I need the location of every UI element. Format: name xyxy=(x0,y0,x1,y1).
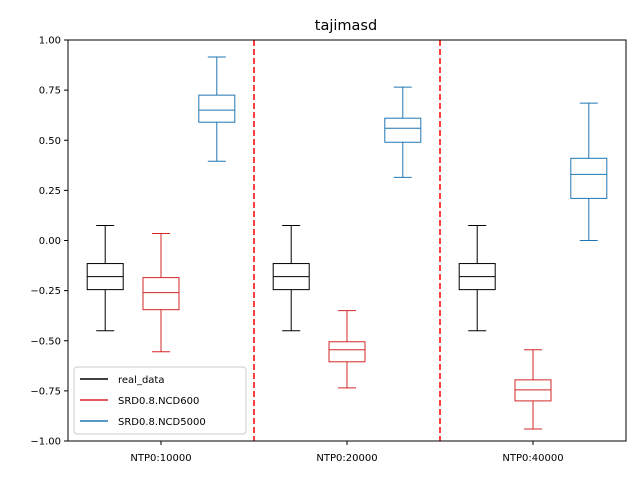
legend-box xyxy=(73,366,247,435)
box-iqr xyxy=(198,94,236,123)
y-tick-label: −0.50 xyxy=(30,336,61,347)
box-real_data-NTP0:40000 xyxy=(458,224,496,332)
box-real_data-NTP0:10000 xyxy=(86,224,124,332)
y-tick-label: 0.00 xyxy=(39,236,61,247)
box-iqr xyxy=(570,157,608,199)
x-tick-label: NTP0:40000 xyxy=(502,453,563,464)
axes: −1.00 −0.75 −0.50 −0.25 0.00 0.25 0.50 0.75 1.00… xyxy=(30,36,627,464)
box-iqr xyxy=(514,379,552,402)
box-SRD0.8.NCD5000-NTP0:40000 xyxy=(570,102,608,241)
box-iqr xyxy=(328,341,366,363)
y-tick-label: 0.75 xyxy=(39,86,61,97)
y-tick-label: 0.25 xyxy=(39,186,61,197)
legend-label-SRD0.8.NCD600: SRD0.8.NCD600 xyxy=(118,396,199,407)
legend-label-SRD0.8.NCD5000: SRD0.8.NCD5000 xyxy=(118,417,206,428)
legend-label-real_data: real_data xyxy=(118,375,164,386)
box-SRD0.8.NCD5000-NTP0:10000 xyxy=(198,56,236,162)
box-real_data-NTP0:20000 xyxy=(272,224,310,332)
box-SRD0.8.NCD600-NTP0:40000 xyxy=(514,349,552,430)
y-tick-label: 0.50 xyxy=(39,136,61,147)
x-tick-label: NTP0:20000 xyxy=(316,453,377,464)
box-SRD0.8.NCD600-NTP0:20000 xyxy=(328,310,366,389)
box-SRD0.8.NCD600-NTP0:10000 xyxy=(142,232,180,353)
y-tick-label: −0.25 xyxy=(30,286,61,297)
box-iqr xyxy=(384,117,422,143)
legend: real_data SRD0.8.NCD600 SRD0.8.NCD5000 xyxy=(73,366,247,435)
y-tick-label: −0.75 xyxy=(30,386,61,397)
plot-area xyxy=(86,40,608,441)
box-SRD0.8.NCD5000-NTP0:20000 xyxy=(384,86,422,178)
x-tick-label: NTP0:10000 xyxy=(130,453,191,464)
y-tick-label: −1.00 xyxy=(30,437,61,448)
chart-title: tajimasd xyxy=(315,18,377,34)
y-tick-label: 1.00 xyxy=(39,36,61,47)
box-iqr xyxy=(142,277,180,311)
